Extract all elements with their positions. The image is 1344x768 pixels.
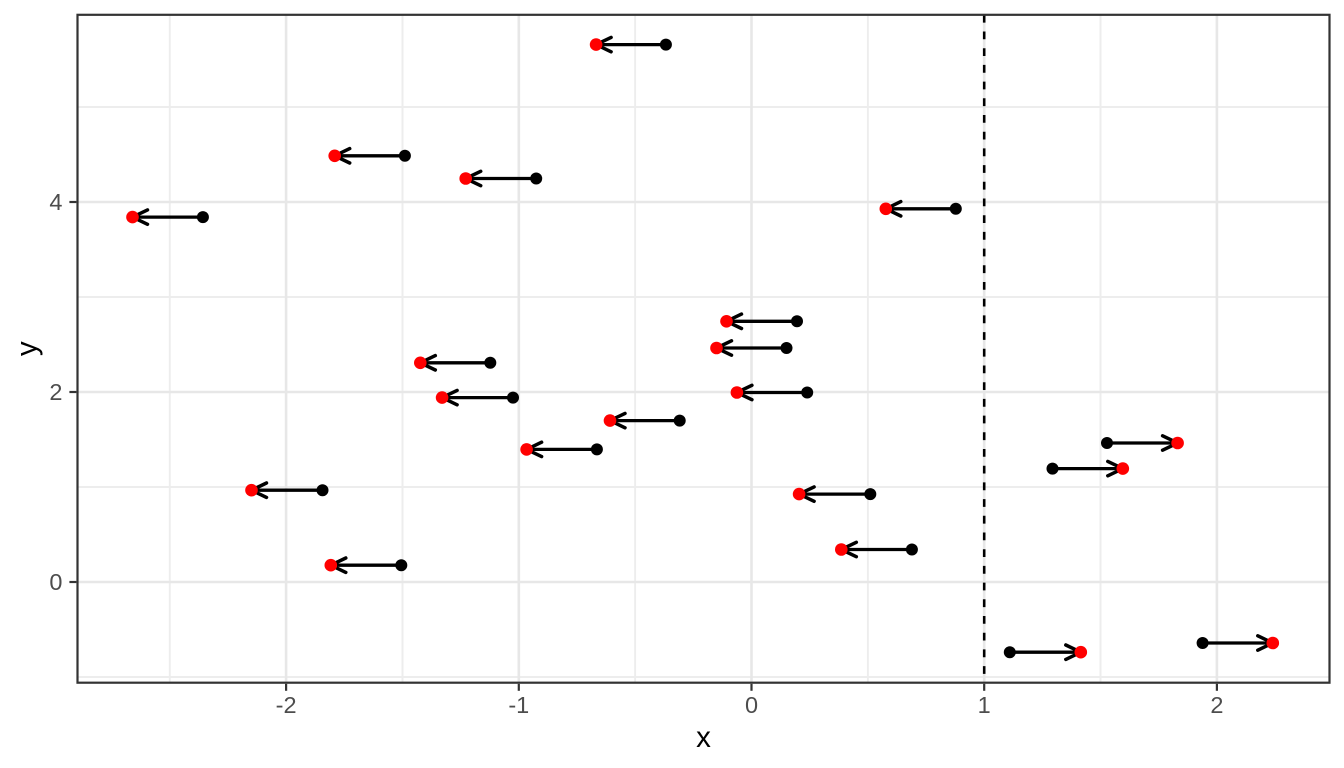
svg-text:0: 0 [49,569,62,595]
svg-text:0: 0 [745,692,758,718]
svg-text:2: 2 [49,379,62,405]
svg-text:2: 2 [1210,692,1223,718]
svg-text:1: 1 [978,692,991,718]
svg-text:y: y [11,341,44,356]
svg-text:-1: -1 [508,692,529,718]
svg-text:x: x [696,721,711,754]
svg-text:4: 4 [49,189,62,215]
svg-text:-2: -2 [276,692,297,718]
